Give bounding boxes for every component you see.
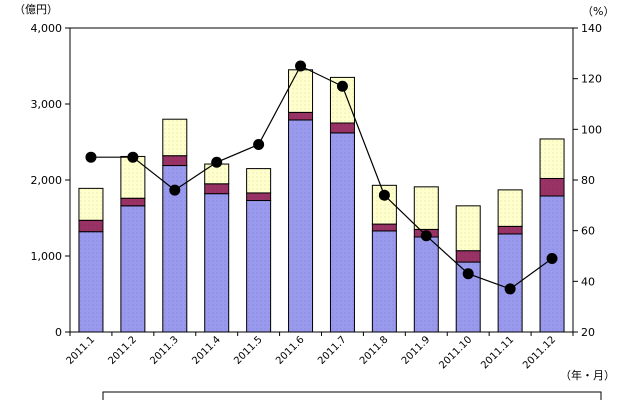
- right-tick-label-20: 20: [581, 326, 595, 339]
- bar-series2-2011.8: [371, 223, 397, 232]
- plot-area: [69, 27, 574, 333]
- x-tick-label-2011.4: 2011.4: [190, 334, 223, 367]
- x-tick-label-2011.5: 2011.5: [232, 334, 265, 367]
- ratio-point-2011.12: [546, 253, 558, 265]
- bar-series2-2011.6: [288, 111, 314, 121]
- right-tick-label-80: 80: [581, 174, 595, 187]
- x-tick-label-2011.2: 2011.2: [106, 334, 139, 367]
- bar-series1-2011.4: [204, 193, 230, 333]
- ratio-line: [90, 65, 553, 290]
- left-tick-label-1000: 1,000: [31, 250, 63, 263]
- bar-series3-2011.3: [162, 118, 188, 157]
- right-tick-label-120: 120: [581, 73, 602, 86]
- left-tick-label-0: 0: [55, 326, 62, 339]
- ratio-line-group: [85, 60, 558, 295]
- bar-series3-2011.12: [539, 138, 565, 179]
- left-tick-label-4000: 4,000: [31, 22, 63, 35]
- bar-series2-2011.7: [329, 122, 355, 134]
- bar-series2-2011.10: [455, 250, 481, 263]
- right-tick-label-140: 140: [581, 22, 602, 35]
- bar-series1-2011.6: [288, 119, 314, 333]
- ratio-point-2011.5: [253, 139, 265, 151]
- bar-series2-2011.12: [539, 177, 565, 197]
- bar-series3-2011.9: [413, 186, 439, 230]
- ratio-point-2011.1: [85, 151, 97, 163]
- left-tick-label-2000: 2,000: [31, 174, 63, 187]
- ratio-point-2011.9: [420, 230, 432, 242]
- x-tick-label-2011.3: 2011.3: [148, 334, 181, 367]
- ratio-point-2011.8: [378, 189, 390, 201]
- bottom-legend-box: [102, 391, 602, 400]
- ratio-point-2011.2: [127, 151, 139, 163]
- ratio-point-2011.7: [336, 80, 348, 92]
- bar-series3-2011.6: [288, 69, 314, 113]
- right-tick-label-40: 40: [581, 275, 595, 288]
- x-tick-label-2011.8: 2011.8: [358, 334, 391, 367]
- bar-series1-2011.5: [246, 200, 272, 333]
- bar-series2-2011.5: [246, 192, 272, 202]
- bar-series3-2011.11: [497, 189, 523, 227]
- bar-series1-2011.1: [78, 231, 104, 333]
- bar-series1-2011.9: [413, 236, 439, 333]
- right-axis-unit: （%）: [582, 5, 614, 18]
- left-tick-label-3000: 3,000: [31, 98, 63, 111]
- bar-series1-2011.7: [329, 132, 355, 333]
- bar-series2-2011.11: [497, 225, 523, 235]
- bar-series3-2011.2: [120, 155, 146, 199]
- bar-series2-2011.2: [120, 197, 146, 207]
- x-tick-label-2011.9: 2011.9: [400, 334, 433, 367]
- x-tick-label-2011.1: 2011.1: [65, 334, 98, 367]
- ratio-point-2011.11: [504, 283, 516, 295]
- axes-group: [65, 27, 578, 336]
- ratio-point-2011.6: [295, 60, 307, 72]
- bar-series2-2011.3: [162, 155, 188, 167]
- bar-series3-2011.5: [246, 168, 272, 194]
- ratio-point-2011.3: [169, 184, 181, 196]
- bar-series1-2011.8: [371, 230, 397, 333]
- x-tick-label-2011.10: 2011.10: [437, 334, 474, 371]
- ratio-point-2011.4: [211, 156, 223, 168]
- x-tick-label-2011.6: 2011.6: [274, 334, 307, 367]
- right-tick-label-100: 100: [581, 123, 602, 136]
- bar-series3-2011.1: [78, 187, 104, 221]
- plot-frame: [69, 27, 574, 333]
- right-tick-label-60: 60: [581, 225, 595, 238]
- bars-group: [78, 69, 565, 333]
- x-tick-label-2011.12: 2011.12: [521, 334, 558, 371]
- x-tick-label-2011.11: 2011.11: [479, 334, 516, 371]
- bar-series3-2011.10: [455, 205, 481, 252]
- left-axis-unit: （億円）: [14, 3, 58, 16]
- bar-series2-2011.1: [78, 219, 104, 233]
- x-tick-label-2011.7: 2011.7: [316, 334, 349, 367]
- ratio-point-2011.10: [462, 268, 474, 280]
- bar-series2-2011.4: [204, 183, 230, 195]
- x-axis-unit: （年・月）: [560, 368, 615, 382]
- bar-series1-2011.2: [120, 205, 146, 333]
